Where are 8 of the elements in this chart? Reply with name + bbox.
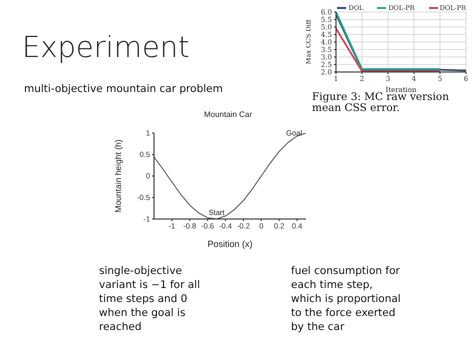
caption: Figure 3: MC raw version mean CSS error. — [311, 91, 450, 114]
y-axis-title: Mountain height (h) — [113, 139, 124, 213]
text: single-objective variant is −1 for all time steps and 0 when the goal is reached — [99, 264, 202, 334]
x-axis-title: Position (x) — [207, 239, 253, 249]
chart-title: Mountain Car — [204, 110, 252, 119]
text: Experiment — [22, 30, 190, 64]
text: fuel consumption for each time step, which is proportional to the force exerted by the car — [291, 264, 402, 334]
text: multi-objective mountain car problem — [24, 83, 223, 95]
